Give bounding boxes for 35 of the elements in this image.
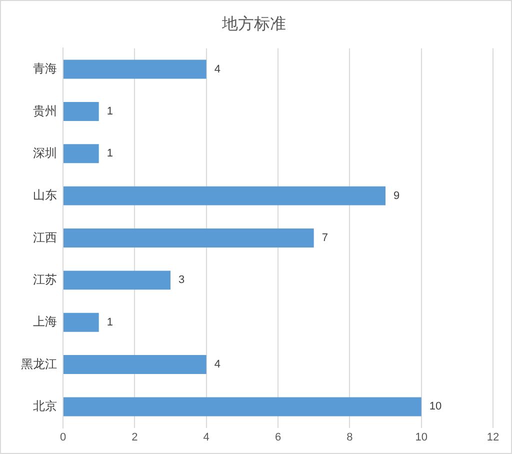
- data-label: 10: [429, 400, 442, 413]
- bar: [64, 186, 386, 206]
- x-tick-label: 4: [203, 431, 210, 444]
- y-tick-label: 山东: [33, 188, 57, 202]
- y-tick-label: 青海: [33, 62, 57, 76]
- bar: [64, 102, 99, 121]
- data-label: 4: [214, 63, 220, 76]
- x-tick-label: 2: [132, 431, 138, 444]
- data-label: 3: [178, 274, 185, 286]
- y-tick-label: 北京: [33, 399, 57, 414]
- bar: [64, 60, 206, 79]
- data-label: 1: [106, 148, 113, 160]
- x-tick-label: 8: [346, 431, 353, 444]
- data-label: 7: [322, 232, 328, 244]
- bar: [64, 312, 99, 332]
- bar: [64, 355, 206, 374]
- y-tick-label: 江苏: [33, 272, 57, 286]
- data-label: 9: [394, 190, 400, 202]
- bar: [64, 397, 422, 416]
- y-tick-label: 黑龙江: [21, 356, 57, 371]
- x-tick-label: 10: [415, 431, 428, 444]
- x-tick-label: 6: [274, 431, 282, 444]
- y-tick-label: 深圳: [33, 146, 57, 160]
- y-tick-label: 贵州: [33, 104, 57, 118]
- data-label: 1: [106, 106, 113, 118]
- y-tick-label: 江西: [33, 230, 57, 244]
- data-label: 1: [106, 316, 113, 328]
- bar: [64, 270, 170, 290]
- bar: [64, 144, 99, 164]
- x-tick-label: 12: [486, 431, 500, 444]
- bar: [64, 228, 314, 248]
- chart-title: 地方标准: [221, 15, 286, 34]
- data-label: 4: [214, 358, 220, 371]
- x-tick-label: 0: [60, 431, 66, 444]
- y-tick-label: 上海: [33, 314, 57, 329]
